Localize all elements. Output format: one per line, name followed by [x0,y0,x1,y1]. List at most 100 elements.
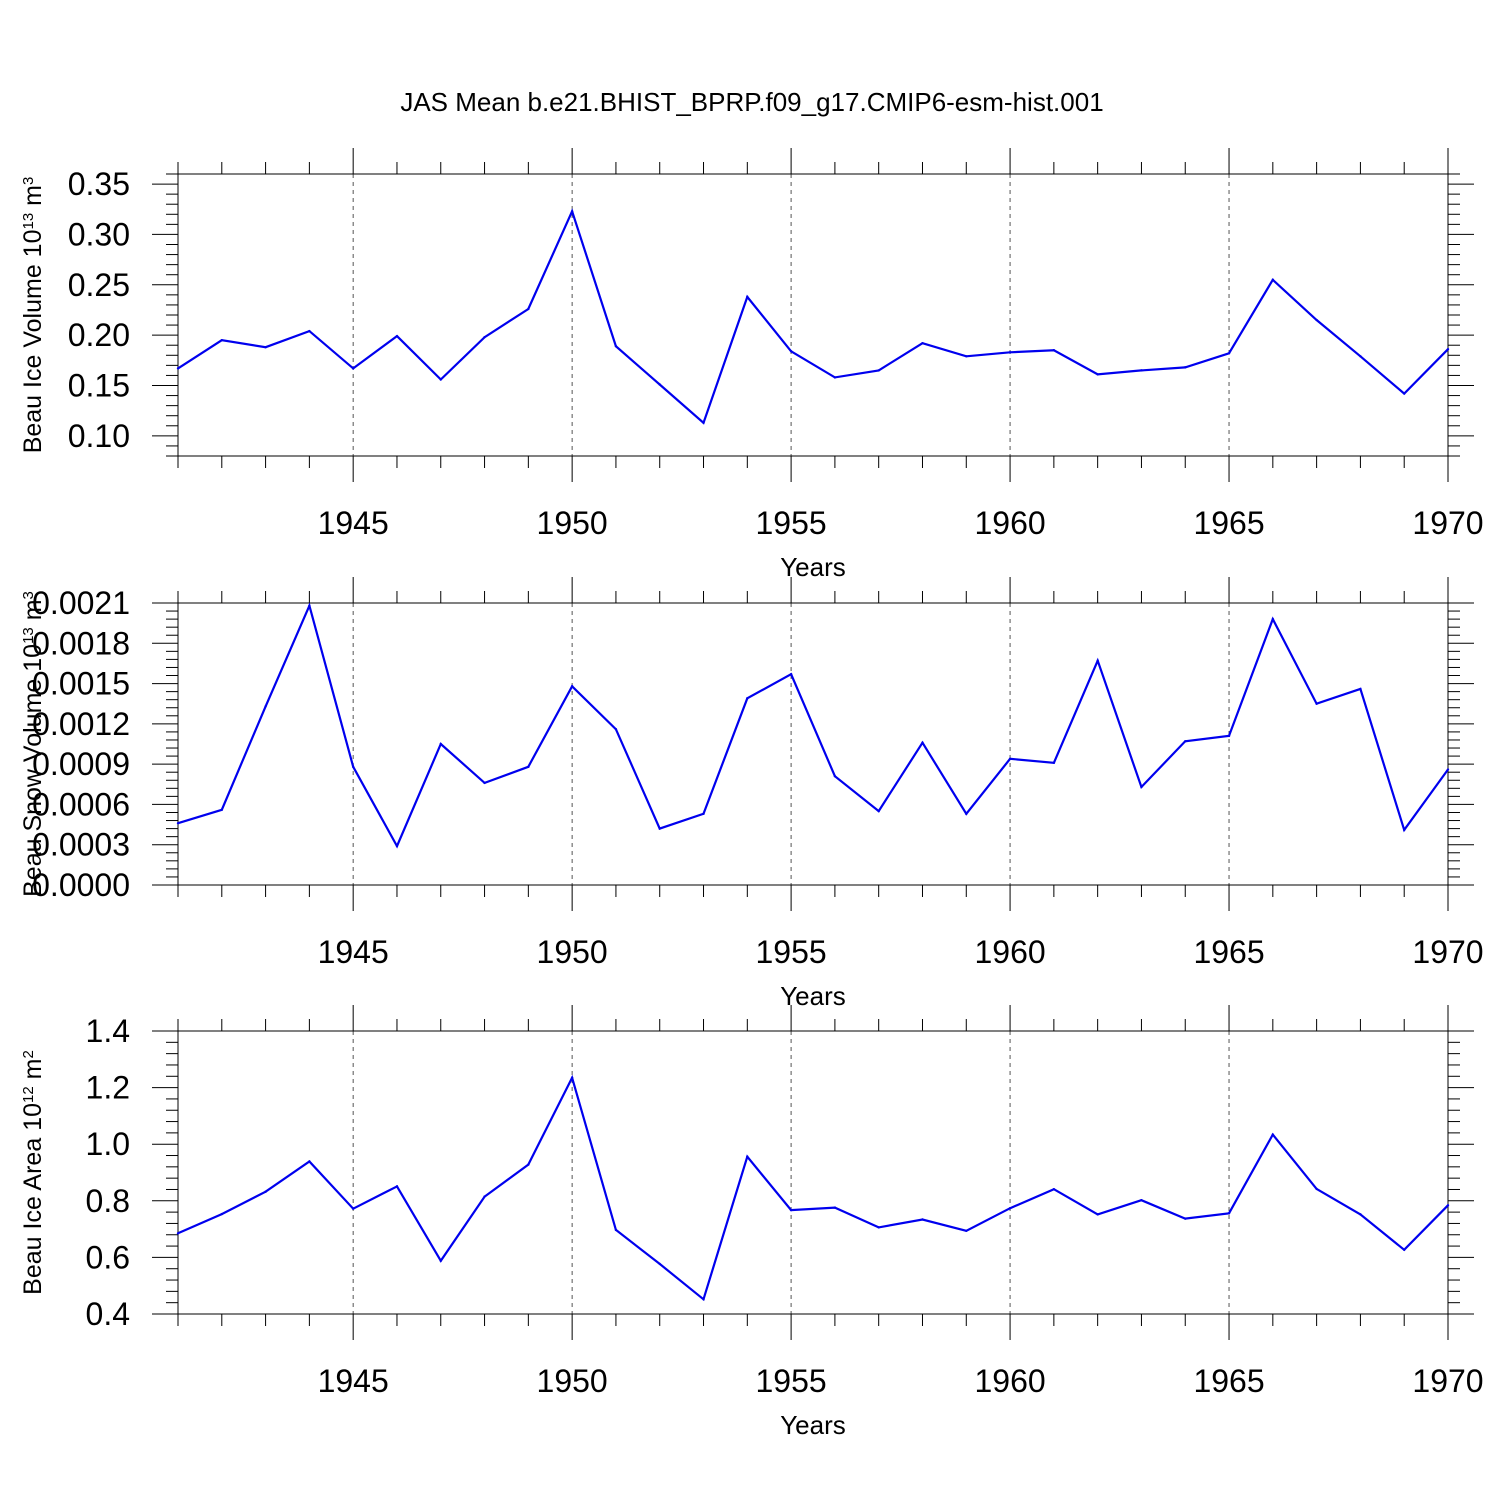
data-point [1315,1187,1318,1191]
data-point [220,808,223,811]
data-point [1008,757,1012,760]
data-point [483,1195,486,1198]
data-point [527,1163,530,1166]
plot-frame [177,1030,1449,1315]
y-tick-label: 0.0015 [32,666,130,702]
y-tick-label: 0.15 [68,368,130,404]
data-point [1052,1187,1056,1191]
series-line [177,1074,1449,1302]
data-point [746,295,749,299]
x-tick-label: 1965 [1193,505,1264,541]
data-point [965,812,968,816]
data-point [658,1262,661,1266]
data-point [1184,1217,1187,1220]
y-tick-label: 0.0000 [32,867,130,903]
data-point [702,812,705,816]
data-point [1446,768,1450,771]
data-point [395,334,399,338]
chart-title: JAS Mean b.e21.BHIST_BPRP.f09_g17.CMIP6-… [400,87,1103,117]
data-point [264,705,267,708]
data-point [789,350,793,353]
data-point [483,335,486,339]
y-tick-label: 0.20 [68,317,130,353]
data-point [1140,1199,1143,1202]
y-tick-label: 0.0018 [32,625,130,661]
data-point [1052,349,1056,352]
panels: 0.10 0.15 0.20 0.25 0.30 0.35 1945 1950 1955 1960… [19,148,1484,1440]
data-point [1184,366,1187,369]
data-point [833,1206,837,1209]
data-point [1403,1248,1406,1251]
data-point [877,369,880,372]
y-tick-label: 0.35 [68,166,130,202]
data-point [220,1212,223,1216]
data-point [264,346,267,349]
data-point [965,355,968,358]
data-point [527,307,530,311]
x-tick-label: 1955 [756,505,827,541]
data-point [1096,659,1099,662]
y-tick-label: 0.0006 [32,786,130,822]
data-point [1315,702,1318,705]
data-point [1271,278,1275,281]
x-tick-label: 1965 [1193,1363,1264,1399]
y-tick-label: 0.25 [68,267,130,303]
data-point [614,345,618,348]
data-point [308,1160,311,1163]
data-point [527,765,530,769]
data-point [1227,734,1231,738]
data-point [1008,1206,1012,1210]
data-point [1140,785,1143,789]
data-point [1359,1213,1362,1216]
y-tick-label: 1.4 [86,1013,130,1049]
x-tick-label: 1955 [756,1363,827,1399]
x-axis-label: Years [780,981,846,1011]
data-point [789,672,793,676]
x-tick-label: 1950 [537,1363,608,1399]
x-axis-label: Years [780,1410,846,1440]
y-tick-label: 0.0021 [32,585,130,621]
y-axis-label: Beau Snow Volume 1013 m3 [19,591,47,897]
data-point [395,844,399,848]
data-point [439,1259,442,1262]
plot-frame [177,602,1449,886]
x-tick-label: 1960 [974,505,1045,541]
data-point [176,367,180,370]
data-point [658,827,661,830]
data-point [395,1185,399,1188]
data-point [1096,373,1099,376]
data-point [1227,352,1231,355]
data-point [1271,617,1275,621]
x-axis-label: Years [780,552,846,582]
plot-frame [177,173,1449,457]
x-tick-label: 1945 [318,934,389,970]
x-tick-label: 1945 [318,505,389,541]
data-point [176,822,180,825]
x-tick-label: 1970 [1412,934,1483,970]
data-point [220,338,223,342]
y-tick-label: 0.8 [86,1183,130,1219]
data-point [877,809,880,813]
x-tick-label: 1955 [756,934,827,970]
data-point [1403,392,1406,395]
data-point [570,210,574,213]
y-axis-label: Beau Ice Volume 1013 m3 [19,177,47,454]
data-point [1008,351,1012,354]
x-tick-label: 1970 [1412,505,1483,541]
data-point [1227,1212,1231,1215]
data-point [1096,1213,1099,1216]
data-point [483,781,486,785]
y-tick-label: 0.10 [68,418,130,454]
x-tick-label: 1970 [1412,1363,1483,1399]
y-tick-label: 1.2 [86,1070,130,1106]
data-point [439,742,442,746]
y-axis-label: Beau Ice Area 1012 m2 [19,1050,47,1295]
y-tick-label: 0.0009 [32,746,130,782]
x-tick-label: 1960 [974,934,1045,970]
data-point [351,1207,355,1210]
data-point [264,1190,267,1193]
data-point [1052,761,1056,764]
series-line [177,602,1449,849]
y-tick-label: 1.0 [86,1126,130,1162]
data-point [877,1226,880,1229]
